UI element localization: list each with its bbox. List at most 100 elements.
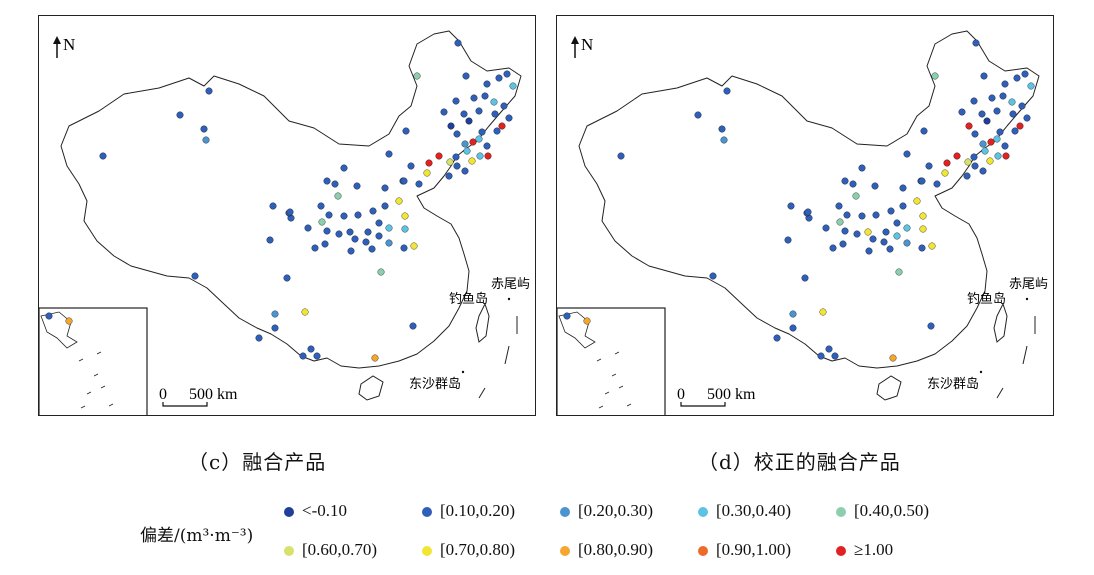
station-point bbox=[469, 138, 477, 146]
station-point bbox=[869, 235, 877, 243]
station-point bbox=[176, 111, 184, 119]
station-point bbox=[311, 244, 319, 252]
station-point bbox=[895, 268, 903, 276]
north-label: N bbox=[581, 35, 593, 54]
station-point bbox=[453, 130, 461, 138]
legend-item: [0.90,1.00) bbox=[698, 540, 791, 560]
boundary-dash bbox=[478, 316, 518, 399]
station-point bbox=[484, 152, 492, 160]
station-point bbox=[402, 127, 410, 135]
station-point bbox=[395, 197, 403, 205]
station-point bbox=[385, 224, 393, 232]
legend-item: [0.40,0.50) bbox=[836, 501, 929, 521]
station-point bbox=[423, 169, 431, 177]
station-point bbox=[831, 352, 839, 360]
diaoyu-label: 钓鱼岛 bbox=[967, 291, 1006, 307]
dongsha-label: 东沙群岛 bbox=[409, 376, 461, 392]
station-point bbox=[283, 274, 291, 282]
station-point bbox=[381, 202, 389, 210]
station-point bbox=[718, 125, 726, 133]
station-point bbox=[447, 122, 455, 130]
chiwei-marker bbox=[1025, 297, 1029, 301]
station-point bbox=[493, 127, 501, 135]
legend-label: ≥1.00 bbox=[854, 540, 894, 559]
station-point bbox=[400, 177, 408, 185]
hainan-island bbox=[358, 375, 384, 401]
station-point bbox=[903, 224, 911, 232]
station-point bbox=[958, 108, 966, 116]
station-point bbox=[362, 238, 370, 246]
station-point bbox=[346, 228, 354, 236]
station-point bbox=[919, 225, 927, 233]
station-point bbox=[709, 272, 717, 280]
station-point bbox=[446, 158, 454, 166]
scale-distance-label: 500 km bbox=[189, 386, 238, 403]
legend-title: 偏差/(m³·m⁻³) bbox=[140, 526, 254, 546]
station-point bbox=[461, 140, 469, 148]
station-point bbox=[822, 224, 830, 232]
inset-island-dash bbox=[626, 403, 632, 407]
station-point bbox=[835, 202, 843, 210]
station-point bbox=[266, 236, 274, 244]
station-point bbox=[385, 150, 393, 158]
station-point bbox=[865, 247, 873, 255]
station-point bbox=[617, 152, 625, 160]
legend-swatch-icon bbox=[560, 546, 570, 556]
inset-island-dash bbox=[96, 351, 102, 355]
station-point bbox=[445, 172, 453, 180]
inset-island-dash bbox=[108, 403, 114, 407]
station-point bbox=[301, 308, 309, 316]
station-point bbox=[1001, 80, 1009, 88]
station-point bbox=[928, 242, 936, 250]
station-point bbox=[347, 247, 355, 255]
map-panel-c: N 0 500 km 赤尾屿 钓鱼岛 东沙群岛 bbox=[38, 15, 536, 416]
station-point bbox=[340, 164, 348, 172]
dongsha-label: 东沙群岛 bbox=[927, 376, 979, 392]
station-point bbox=[913, 197, 921, 205]
station-point bbox=[409, 322, 417, 330]
station-point bbox=[452, 153, 460, 161]
station-point bbox=[864, 228, 872, 236]
station-point bbox=[468, 157, 476, 165]
scale-distance-label: 500 km bbox=[707, 386, 756, 403]
station-point bbox=[927, 322, 935, 330]
legend-label: [0.90,1.00) bbox=[716, 540, 792, 559]
legend-swatch-icon bbox=[836, 546, 846, 556]
station-point bbox=[983, 117, 991, 125]
station-point bbox=[334, 192, 342, 200]
station-point bbox=[45, 312, 53, 320]
hainan-island bbox=[876, 375, 902, 401]
station-point bbox=[475, 135, 483, 143]
station-point bbox=[1021, 70, 1029, 78]
station-point bbox=[1023, 114, 1031, 122]
station-point bbox=[893, 232, 901, 240]
station-point bbox=[963, 172, 971, 180]
station-point bbox=[994, 152, 1002, 160]
station-point bbox=[375, 219, 383, 227]
station-point bbox=[563, 312, 571, 320]
station-point bbox=[841, 177, 849, 185]
station-point bbox=[401, 225, 409, 233]
station-point bbox=[200, 125, 208, 133]
legend-item: [0.60,0.70) bbox=[284, 540, 377, 560]
station-point bbox=[789, 310, 797, 318]
inset-island-dash bbox=[86, 391, 92, 395]
station-point bbox=[887, 207, 895, 215]
station-point bbox=[453, 162, 461, 170]
station-point bbox=[307, 345, 315, 353]
station-point bbox=[843, 211, 851, 219]
station-point bbox=[836, 218, 844, 226]
inset-island-dash bbox=[598, 405, 604, 409]
station-point bbox=[972, 39, 980, 47]
station-point bbox=[899, 202, 907, 210]
legend-swatch-icon bbox=[422, 507, 432, 517]
station-point bbox=[919, 212, 927, 220]
station-point bbox=[304, 224, 312, 232]
inset-island-dash bbox=[93, 373, 99, 377]
station-point bbox=[993, 135, 1001, 143]
station-point bbox=[1018, 102, 1026, 110]
legend-item: [0.80,0.90) bbox=[560, 540, 653, 560]
station-point bbox=[839, 240, 847, 248]
station-point bbox=[255, 334, 263, 342]
